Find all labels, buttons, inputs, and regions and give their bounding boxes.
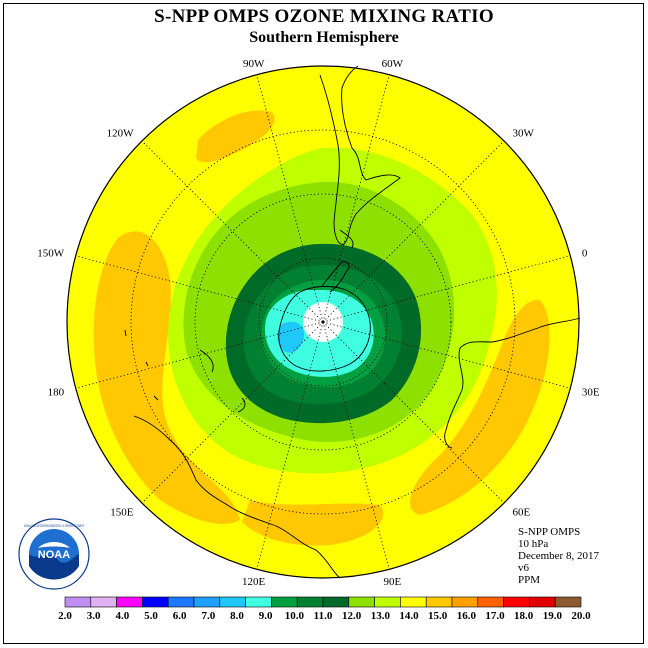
longitude-label: 0 [582, 248, 588, 260]
island-2 [153, 395, 159, 401]
pressure-level: 10 hPa [518, 538, 549, 550]
meridian-line [322, 321, 571, 389]
longitude-label: 180 [48, 386, 65, 398]
logo-ring-text: NATIONAL OCEANIC AND ATMOSPHERIC ADMINIS… [24, 523, 84, 528]
africa-coast [444, 317, 581, 449]
longitude-label: 90W [243, 58, 265, 70]
antarctic-peninsula [321, 261, 350, 293]
figure-title: S-NPP OMPS OZONE MIXING RATIO [154, 6, 494, 27]
meridian-line [322, 255, 571, 323]
map-boundary [66, 65, 580, 579]
longitude-label: 60W [382, 58, 404, 70]
new-zealand-coast [199, 349, 214, 373]
south-america-coast [319, 65, 401, 245]
longitude-label: 90E [383, 576, 401, 588]
island-3 [145, 361, 149, 367]
longitude-label: 30E [582, 386, 600, 398]
latitude-circle [194, 193, 452, 451]
australia-coast [133, 415, 341, 579]
field-16ppm-west [93, 231, 240, 524]
meridian-line [256, 321, 324, 570]
longitude-label: 30W [513, 127, 535, 139]
instrument-label: S-NPP OMPS [518, 526, 581, 538]
meridian-line [322, 140, 505, 323]
new-zealand-coast-2 [237, 397, 246, 413]
longitude-label: 150E [110, 507, 134, 519]
figure-frame [3, 3, 644, 644]
field-16ppm-south [242, 500, 384, 546]
pole-marker [321, 320, 325, 324]
logo-gull [29, 554, 79, 580]
version-label: v6 [518, 562, 529, 574]
longitude-label: 60E [513, 507, 531, 519]
longitude-label: 150W [37, 248, 65, 260]
lat-lon-grid [75, 74, 571, 570]
field-16ppm-east [410, 299, 550, 515]
longitude-labels: 90W 60W 30W 0 30E 60E 90E 120E 150E 180 150W 120W [37, 58, 600, 588]
meridian-line [141, 140, 324, 323]
logo-text: NOAA [38, 549, 70, 561]
latitude-circle [130, 129, 516, 515]
figure-subtitle: Southern Hemisphere [249, 29, 399, 46]
date-label: December 8, 2017 [518, 550, 599, 562]
noaa-logo: NOAA NATIONAL OCEANIC AND ATMOSPHERIC AD… [18, 518, 90, 590]
meridian-line [322, 321, 505, 504]
meridian-line [75, 321, 324, 389]
meridian-line [322, 74, 390, 323]
logo-wing [38, 542, 70, 548]
longitude-label: 120E [242, 576, 266, 588]
meridian-line [141, 321, 324, 504]
coastlines [124, 65, 581, 579]
field-8ppm [277, 321, 305, 353]
longitude-label: 120W [107, 127, 135, 139]
antarctica-coast [278, 285, 371, 372]
units-label: PPM [518, 574, 541, 586]
island-1 [124, 329, 127, 337]
tierra-del-fuego [339, 229, 354, 249]
meridian-line [322, 321, 390, 570]
field-16ppm-northwest [196, 110, 275, 163]
meridian-line [256, 74, 324, 323]
meridian-line [75, 255, 324, 323]
latitude-circle [258, 257, 388, 387]
